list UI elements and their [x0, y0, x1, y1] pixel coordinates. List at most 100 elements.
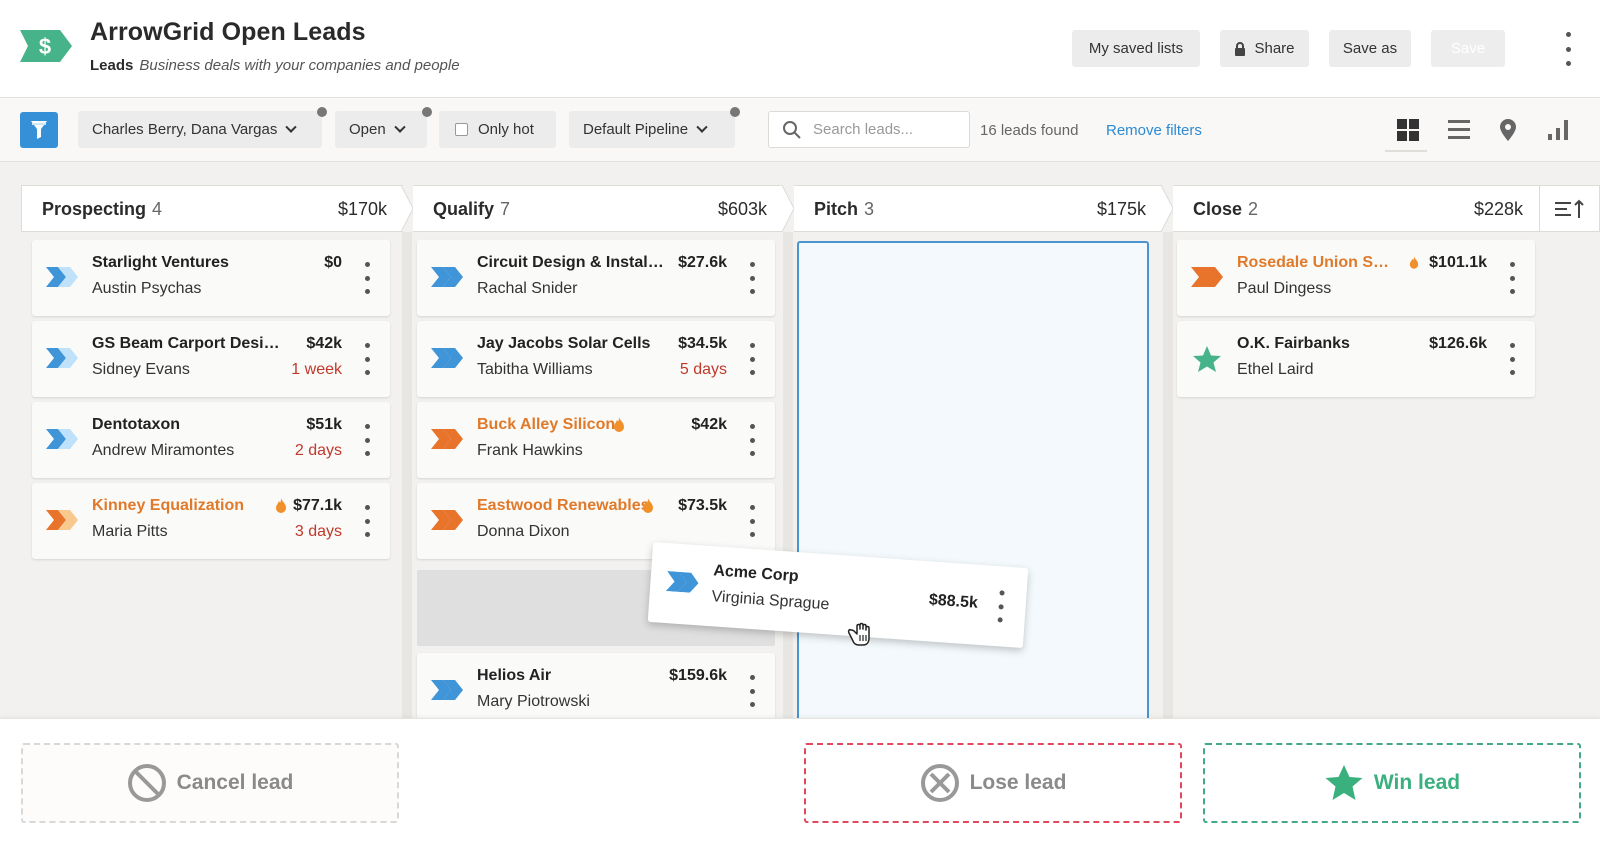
save-as-button[interactable]: Save as: [1329, 30, 1411, 67]
column-name: Qualify: [433, 199, 495, 219]
lead-name[interactable]: Kinney Equalization: [92, 497, 245, 514]
dragged-lead-card[interactable]: Acme Corp Virginia Sprague $88.5k: [647, 541, 1029, 649]
owner-filter-select[interactable]: Charles Berry, Dana Vargas: [78, 107, 327, 148]
lead-name[interactable]: Helios Air: [477, 667, 552, 684]
lead-name[interactable]: Jay Jacobs Solar Cells: [477, 335, 651, 352]
results-count: 16 leads found: [980, 122, 1079, 139]
only-hot-toggle[interactable]: Only hot: [439, 111, 556, 148]
stage-chevron-icon: [431, 680, 463, 700]
lead-person: Maria Pitts: [92, 523, 168, 540]
lead-name[interactable]: Buck Alley Silicon: [477, 416, 616, 433]
lose-lead-drop-target[interactable]: Lose lead: [804, 743, 1182, 823]
map-view-icon[interactable]: [1496, 118, 1520, 142]
chart-view-icon[interactable]: [1546, 118, 1570, 142]
card-menu-icon[interactable]: [1509, 343, 1515, 375]
more-options-icon[interactable]: [1560, 32, 1576, 66]
column-amount: $228k: [1473, 199, 1523, 219]
owner-filter-value: Charles Berry, Dana Vargas: [92, 121, 278, 138]
win-lead-label: Win lead: [1373, 771, 1461, 794]
lead-value: $88.5k: [928, 591, 979, 612]
hot-stage-chevron-icon: [431, 429, 463, 449]
card-menu-icon[interactable]: [996, 590, 1005, 623]
lead-name[interactable]: O.K. Fairbanks: [1237, 335, 1350, 352]
lead-name[interactable]: GS Beam Carport Design ...: [92, 335, 282, 352]
cancel-lead-drop-target[interactable]: Cancel lead: [21, 743, 399, 823]
lead-person: Frank Hawkins: [477, 442, 583, 459]
lead-card[interactable]: GS Beam Carport Design ... Sidney Evans …: [32, 321, 390, 397]
card-menu-icon[interactable]: [749, 424, 755, 456]
sort-button[interactable]: [1539, 185, 1600, 232]
lead-value: $51k: [306, 416, 342, 433]
column-count: 2: [1248, 199, 1259, 219]
lead-value: $126.6k: [1429, 335, 1487, 352]
stage-chevron-icon: [46, 348, 78, 368]
lock-icon: [1235, 41, 1246, 56]
lead-card[interactable]: Starlight Ventures Austin Psychas $0: [32, 240, 390, 316]
active-filter-indicator: [317, 107, 327, 117]
only-hot-checkbox[interactable]: [455, 123, 468, 136]
my-saved-lists-button[interactable]: My saved lists: [1072, 30, 1200, 67]
card-menu-icon[interactable]: [749, 343, 755, 375]
stage-chevron-icon: [46, 267, 78, 287]
card-menu-icon[interactable]: [749, 262, 755, 294]
funnel-icon: [31, 121, 47, 139]
lead-card[interactable]: O.K. Fairbanks Ethel Laird $126.6k: [1177, 321, 1535, 397]
search-icon: [783, 120, 801, 139]
lead-name[interactable]: Eastwood Renewables: [477, 497, 650, 514]
lead-name[interactable]: Acme Corp: [712, 562, 800, 586]
lead-card[interactable]: Dentotaxon Andrew Miramontes $51k 2 days: [32, 402, 390, 478]
lead-name[interactable]: Dentotaxon: [92, 416, 180, 433]
lead-value: $101.1k: [1429, 254, 1487, 271]
subtitle-label: Leads: [90, 57, 134, 74]
card-menu-icon[interactable]: [1509, 262, 1515, 294]
card-menu-icon[interactable]: [364, 262, 370, 294]
card-menu-icon[interactable]: [364, 343, 370, 375]
card-menu-icon[interactable]: [749, 675, 755, 707]
lose-lead-label: Lose lead: [969, 771, 1067, 794]
status-filter-value: Open: [349, 121, 386, 138]
remove-filters-link[interactable]: Remove filters: [1106, 122, 1202, 139]
lead-card[interactable]: Circuit Design & Installa... Rachal Snid…: [417, 240, 775, 316]
pipeline-select[interactable]: Default Pipeline: [569, 107, 740, 148]
lead-name[interactable]: Starlight Ventures: [92, 254, 229, 271]
lead-card[interactable]: Rosedale Union Sch... Paul Dingess $101.…: [1177, 240, 1535, 316]
stage-chevron-icon: [431, 348, 463, 368]
lead-person: Paul Dingess: [1237, 280, 1332, 297]
lead-card[interactable]: Buck Alley Silicon Frank Hawkins $42k: [417, 402, 775, 478]
column-separator: [402, 232, 412, 718]
filter-toggle-button[interactable]: [20, 112, 58, 148]
share-label: Share: [1254, 40, 1295, 57]
status-filter-select[interactable]: Open: [335, 107, 432, 148]
lead-card[interactable]: Jay Jacobs Solar Cells Tabitha Williams …: [417, 321, 775, 397]
list-view-icon[interactable]: [1447, 118, 1471, 142]
svg-text:$: $: [39, 34, 51, 59]
hot-stage-chevron-icon: [46, 510, 78, 530]
lead-name[interactable]: Circuit Design & Installa...: [477, 254, 667, 271]
lead-value: $42k: [306, 335, 342, 352]
card-menu-icon[interactable]: [364, 424, 370, 456]
lead-name[interactable]: Rosedale Union Sch...: [1237, 254, 1397, 271]
column-separator: [1163, 232, 1173, 718]
card-menu-icon[interactable]: [364, 505, 370, 537]
column-header-pitch: Pitch 3 $175k: [794, 185, 1162, 232]
lead-value: $0: [324, 254, 342, 271]
win-lead-drop-target[interactable]: Win lead: [1203, 743, 1581, 823]
lead-value: $42k: [691, 416, 727, 433]
page-subtitle: Leads Business deals with your companies …: [90, 57, 460, 74]
save-button[interactable]: Save: [1431, 30, 1505, 67]
sort-ascending-icon: [1554, 199, 1584, 218]
lead-card[interactable]: Kinney Equalization Maria Pitts $77.1k 3…: [32, 483, 390, 559]
card-menu-icon[interactable]: [749, 505, 755, 537]
column-header-prospecting: Prospecting 4 $170k: [21, 185, 403, 232]
column-name: Close: [1193, 199, 1243, 219]
column-separator: [783, 232, 793, 718]
dollar-logo-icon: $: [20, 30, 72, 62]
pitch-drop-zone[interactable]: [797, 241, 1149, 721]
search-input[interactable]: [813, 121, 953, 138]
lead-person: Sidney Evans: [92, 361, 190, 378]
search-box[interactable]: [768, 111, 970, 148]
board-view-icon[interactable]: [1396, 118, 1420, 142]
lead-card[interactable]: Helios Air Mary Piotrowski $159.6k: [417, 653, 775, 729]
page-title: ArrowGrid Open Leads: [90, 18, 366, 46]
share-button[interactable]: Share: [1220, 30, 1309, 67]
